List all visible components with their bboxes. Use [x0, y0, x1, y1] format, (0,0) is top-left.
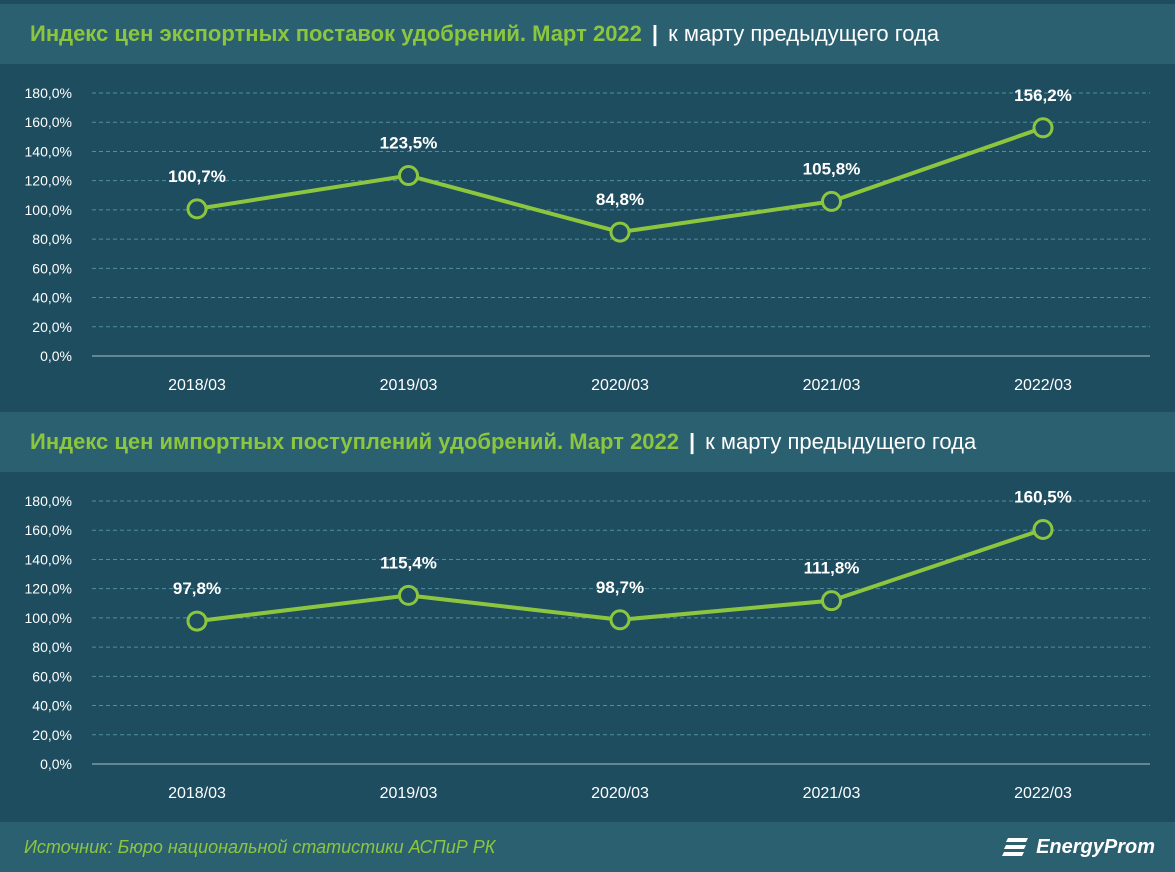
x-tick-label: 2021/03 [803, 377, 861, 394]
source-note: Источник: Бюро национальной статистики А… [24, 836, 496, 857]
data-label: 100,7% [168, 167, 226, 186]
series-line [195, 125, 1045, 235]
y-tick-label: 0,0% [40, 348, 72, 364]
y-tick-label: 60,0% [32, 668, 72, 684]
chart-1-title: Индекс цен экспортных поставок удобрений… [30, 21, 642, 46]
data-label: 84,8% [596, 190, 644, 209]
y-tick-label: 120,0% [25, 173, 72, 189]
data-label: 123,5% [380, 134, 438, 153]
data-point [186, 610, 208, 632]
x-tick-label: 2020/03 [591, 785, 649, 802]
y-tick-label: 160,0% [25, 522, 72, 538]
data-label: 156,2% [1014, 86, 1072, 105]
y-tick-label: 160,0% [25, 114, 72, 130]
data-label: 97,8% [173, 579, 221, 598]
energyprom-logo: EnergyProm [1002, 836, 1155, 859]
data-point [821, 190, 842, 212]
data-point [609, 221, 631, 243]
data-point [186, 198, 208, 220]
data-label: 160,5% [1014, 487, 1072, 506]
y-tick-label: 140,0% [25, 551, 72, 567]
x-tick-label: 2020/03 [591, 377, 649, 394]
x-tick-label: 2021/03 [803, 785, 861, 802]
y-tick-label: 180,0% [25, 85, 72, 101]
data-point [398, 165, 419, 187]
chart-1-subtitle: к марту предыдущего года [668, 21, 940, 46]
x-tick-label: 2022/03 [1014, 377, 1072, 394]
y-tick-label: 20,0% [32, 319, 72, 335]
y-tick-label: 180,0% [25, 493, 72, 509]
y-tick-label: 80,0% [32, 639, 72, 655]
y-tick-label: 20,0% [32, 727, 72, 743]
x-tick-label: 2018/03 [168, 377, 226, 394]
chart-2-title-separator: | [689, 429, 696, 454]
data-point [609, 609, 631, 631]
y-tick-label: 80,0% [32, 231, 72, 247]
data-label: 111,8% [804, 559, 860, 578]
series-line [195, 527, 1045, 624]
chart-1-header: Индекс цен экспортных поставок удобрений… [0, 4, 1175, 64]
data-label: 98,7% [596, 578, 644, 597]
y-tick-label: 140,0% [25, 143, 72, 159]
y-tick-label: 40,0% [32, 290, 72, 306]
y-tick-label: 100,0% [25, 610, 72, 626]
data-point [821, 590, 842, 612]
data-point [398, 584, 419, 606]
energyprom-logo-icon [1002, 838, 1029, 856]
data-point [1032, 117, 1054, 139]
chart-2-title: Индекс цен импортных поступлений удобрен… [30, 429, 680, 454]
chart-1-plot: 0,0% 20,0% 40,0% 60,0% 80,0% 100,0% 120,0% 140,… [25, 85, 1150, 394]
y-tick-label: 40,0% [32, 698, 72, 714]
y-tick-label: 60,0% [32, 260, 72, 276]
x-tick-label: 2019/03 [380, 785, 438, 802]
y-tick-label: 100,0% [25, 202, 72, 218]
x-tick-label: 2018/03 [168, 785, 226, 802]
y-tick-label: 120,0% [25, 581, 72, 597]
chart-2-area: 0,0% 20,0% 40,0% 60,0% 80,0% 100,0% 120,0% 140,… [0, 472, 1175, 824]
footer: Источник: Бюро национальной статистики А… [0, 822, 1175, 872]
chart-1-area: 0,0% 20,0% 40,0% 60,0% 80,0% 100,0% 120,0% 140,… [0, 64, 1175, 416]
chart-2-header: Индекс цен импортных поступлений удобрен… [0, 412, 1175, 472]
x-tick-label: 2022/03 [1014, 785, 1072, 802]
data-point [1032, 518, 1054, 540]
chart-2-plot: 0,0% 20,0% 40,0% 60,0% 80,0% 100,0% 120,0% 140,… [25, 487, 1150, 802]
chart-1-title-separator: | [651, 21, 659, 46]
data-label: 105,8% [803, 159, 861, 178]
chart-2-subtitle: к марту предыдущего года [705, 429, 977, 454]
logo-text: EnergyProm [1036, 835, 1155, 858]
y-tick-label: 0,0% [40, 756, 72, 772]
x-tick-label: 2019/03 [380, 377, 438, 394]
data-label: 115,4% [380, 553, 437, 572]
